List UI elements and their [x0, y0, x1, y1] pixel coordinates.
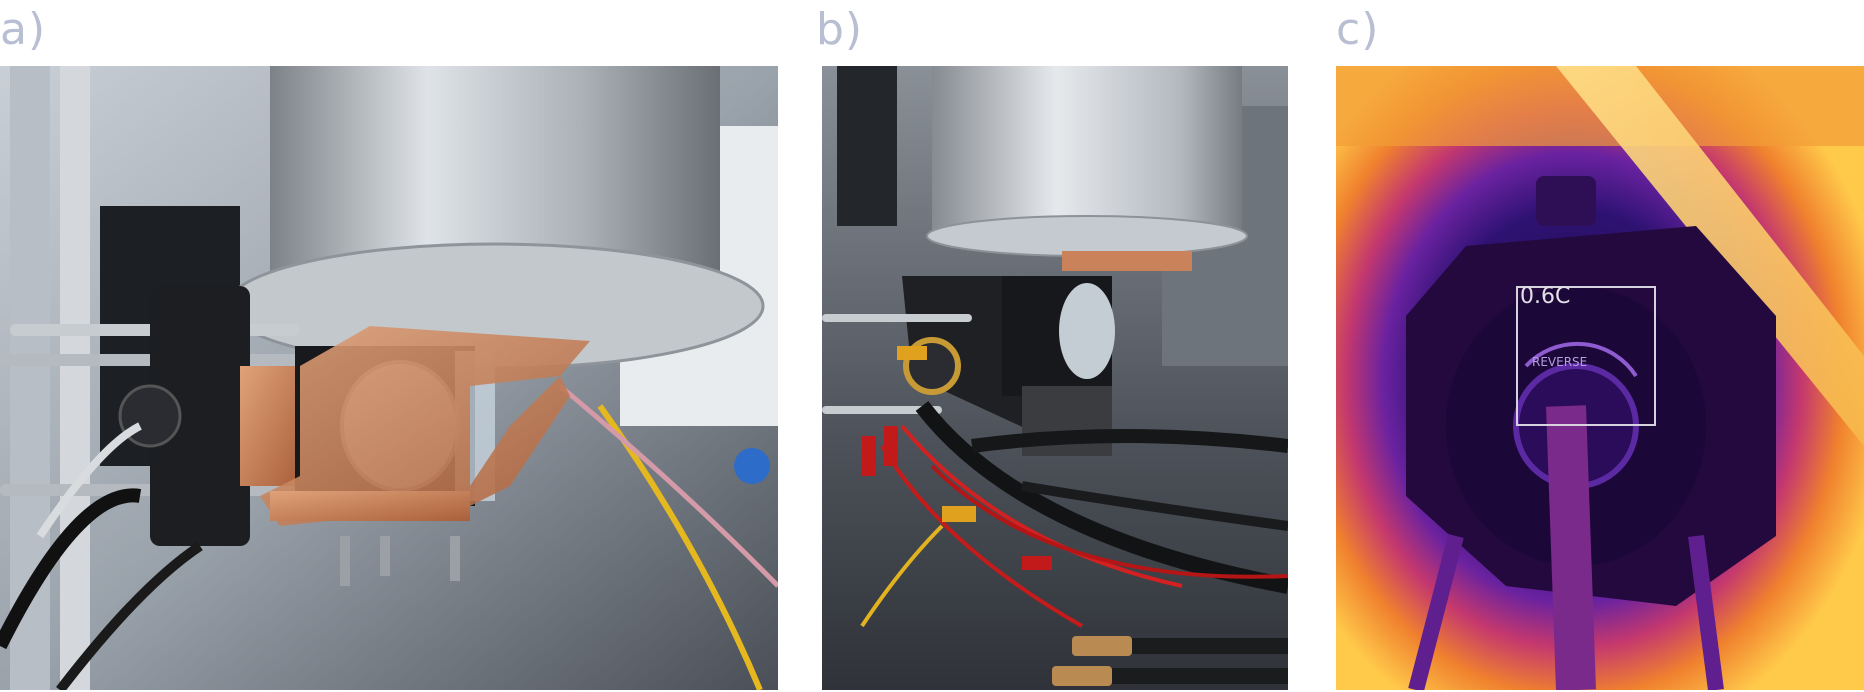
thermal-image: REVERSE [1336, 66, 1864, 690]
optical-setup-photo-b [822, 66, 1288, 690]
photo-panel-b [822, 66, 1288, 690]
measurement-box [1516, 286, 1656, 426]
panel-c-label: c) [1336, 4, 1380, 55]
panel-a-label: a) [0, 4, 47, 55]
thermal-image-panel: REVERSE 0.6C [1336, 66, 1864, 690]
dial-text: REVERSE [1532, 355, 1587, 369]
photo-panel-a [0, 66, 778, 690]
optical-setup-photo-a [0, 66, 778, 690]
temperature-reading: 0.6C [1520, 284, 1571, 309]
panel-b-label: b) [816, 4, 864, 55]
